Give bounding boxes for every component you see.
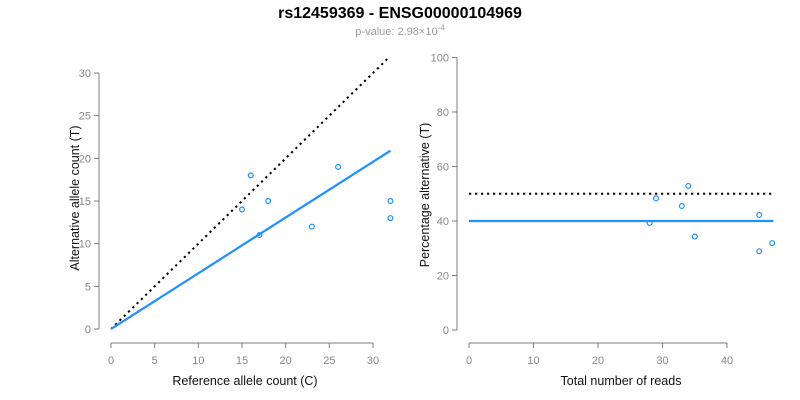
p-value-exponent: -4 — [437, 23, 445, 33]
expected-heterozygous-line — [110, 56, 391, 330]
fitted-allelic-ratio-line — [110, 149, 392, 330]
data-point — [335, 163, 342, 170]
y-tick-label: 100 — [431, 53, 449, 65]
data-point — [685, 182, 692, 189]
x-tick-label: 0 — [466, 355, 472, 367]
x-tick-label: 20 — [592, 355, 604, 367]
x-tick-label: 5 — [152, 355, 158, 367]
x-tick-label: 15 — [236, 355, 248, 367]
y-axis-label: Alternative allele count (T) — [68, 125, 82, 270]
y-tick-label: 80 — [437, 107, 449, 119]
y-axis-label: Percentage alternative (T) — [418, 123, 432, 268]
y-tick-label: 0 — [85, 324, 91, 336]
y-tick-label: 30 — [79, 68, 91, 80]
data-point — [678, 203, 685, 210]
y-tick-label: 60 — [437, 162, 449, 174]
data-point — [691, 233, 698, 240]
data-point — [308, 223, 315, 230]
data-point — [256, 232, 263, 239]
x-tick-label: 10 — [192, 355, 204, 367]
x-tick-label: 30 — [656, 355, 668, 367]
y-tick-label: 20 — [79, 153, 91, 165]
data-point — [387, 215, 394, 222]
x-tick-label: 25 — [323, 355, 335, 367]
y-tick-label: 0 — [443, 325, 449, 337]
p-value-text: p-value: 2.98×10 — [355, 26, 438, 38]
y-tick-label: 10 — [79, 239, 91, 251]
allele-count-scatter-panel: 0 5 10 15 20 25 30 0 5 10 15 20 25 30 Reference allel… — [68, 56, 394, 388]
data-point — [387, 198, 394, 205]
x-tick-label: 20 — [280, 355, 292, 367]
y-tick-label: 40 — [437, 216, 449, 228]
y-tick-label: 5 — [85, 281, 91, 293]
data-point — [247, 172, 254, 179]
x-axis-label: Total number of reads — [561, 374, 682, 388]
plot-area: 0 20 40 60 80 100 0 10 20 30 40 — [431, 53, 776, 367]
figure-title: rs12459369 - ENSG00000104969 — [278, 5, 522, 22]
data-point — [265, 198, 272, 205]
data-point — [653, 195, 660, 202]
x-tick-label: 0 — [108, 355, 114, 367]
x-tick-label: 30 — [367, 355, 379, 367]
x-axis-label: Reference allele count (C) — [172, 374, 317, 388]
data-point — [646, 219, 653, 226]
data-point — [238, 206, 245, 213]
y-tick-label: 25 — [79, 111, 91, 123]
data-point — [756, 212, 763, 219]
percentage-scatter-panel: 0 20 40 60 80 100 0 10 20 30 40 Total number of re… — [418, 53, 776, 388]
y-tick-label: 20 — [437, 271, 449, 283]
figure-subtitle: p-value: 2.98×10-4 — [0, 23, 800, 38]
x-tick-label: 10 — [527, 355, 539, 367]
y-tick-label: 15 — [79, 196, 91, 208]
data-point — [769, 240, 776, 247]
plot-area: 0 5 10 15 20 25 30 0 5 10 15 20 25 30 — [79, 56, 394, 367]
x-tick-label: 40 — [721, 355, 733, 367]
data-point — [756, 248, 763, 255]
